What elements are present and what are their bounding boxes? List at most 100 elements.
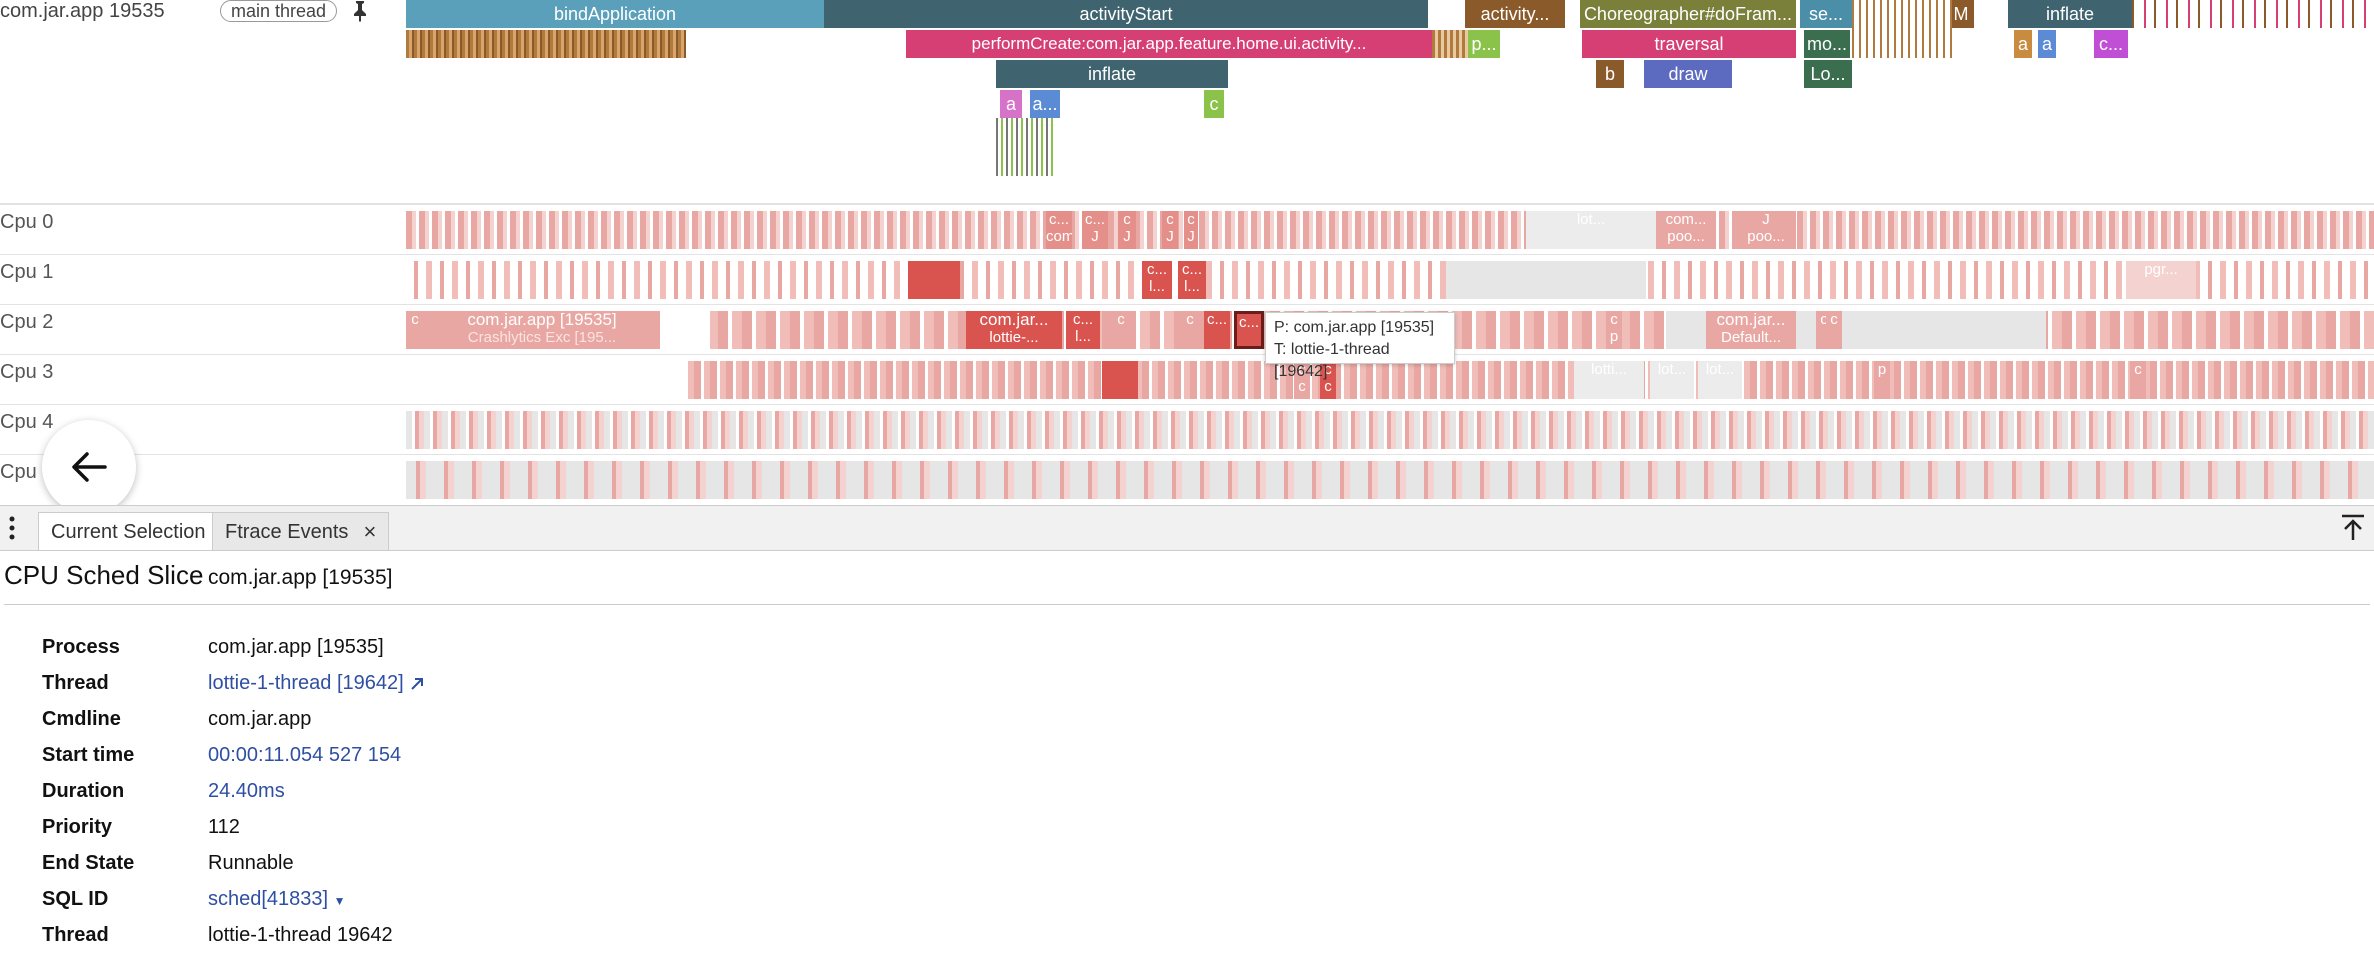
- cpu2-block-c8[interactable]: c: [1826, 311, 1842, 349]
- cpu-row-2: Cpu 2 c com.jar.app [19535] Crashlytics E…: [0, 304, 2374, 355]
- cpu1-block-1[interactable]: c... l...: [1142, 261, 1172, 299]
- cpu-band-4[interactable]: [406, 411, 2374, 449]
- cpu2-block-c2[interactable]: c... l...: [1066, 311, 1100, 349]
- cpu2-block-c3[interactable]: c: [1112, 311, 1130, 349]
- details-tab-bar: Current Selection Ftrace Events ×: [0, 505, 2374, 551]
- detail-key-priority: Priority: [42, 816, 113, 838]
- cpu0-block-2[interactable]: c... J: [1082, 211, 1108, 249]
- cpu3-block-lotti[interactable]: lotti...: [1574, 361, 1644, 399]
- detail-sqlid-dropdown[interactable]: sched[41833] ▼: [208, 888, 346, 911]
- slice-activity[interactable]: activity...: [1465, 0, 1565, 28]
- cpu-label-1: Cpu 1: [0, 261, 54, 283]
- cpu3-text: c: [2134, 361, 2142, 378]
- detail-key-cmdline: Cmdline: [42, 708, 121, 730]
- cpu0-block-1[interactable]: c...com...: [1046, 211, 1072, 249]
- slice-a2[interactable]: a...: [1030, 90, 1060, 118]
- cpu-band-5[interactable]: [406, 461, 2374, 499]
- close-icon[interactable]: ×: [363, 519, 377, 544]
- cpu2-block-main[interactable]: com.jar.app [19535] Crashlytics Exc [195.…: [424, 311, 660, 349]
- slice-inflate[interactable]: inflate: [996, 60, 1228, 88]
- thread-ticks-left: [406, 30, 686, 58]
- slice-c-row4[interactable]: c: [1204, 90, 1224, 118]
- cpu0-text: poo...: [1667, 228, 1705, 245]
- cpu1-block-hot[interactable]: [908, 261, 960, 299]
- slice-b[interactable]: b: [1596, 60, 1624, 88]
- cpu2-text: c: [1186, 311, 1194, 328]
- cpu0-text: com...: [1665, 211, 1707, 228]
- slice-performCreate[interactable]: performCreate:com.jar.app.feature.home.u…: [906, 30, 1432, 58]
- detail-thread-link[interactable]: lottie-1-thread [19642]: [208, 672, 425, 695]
- cpu1-block-2[interactable]: c... l...: [1178, 261, 1206, 299]
- cpu3-block-hot[interactable]: [1102, 361, 1138, 399]
- slice-draw[interactable]: draw: [1644, 60, 1732, 88]
- detail-val-thread: lottie-1-thread [19642]: [208, 672, 404, 694]
- detail-title: CPU Sched Slice: [4, 560, 204, 590]
- cpu2-text: c: [1830, 311, 1838, 328]
- cpu2-block-c4[interactable]: c: [1182, 311, 1198, 349]
- detail-key-thread2: Thread: [42, 924, 109, 946]
- slice-bindApplication[interactable]: bindApplication: [406, 0, 824, 28]
- cpu3-block-c3[interactable]: p: [1874, 361, 1890, 399]
- cpu3-text: c: [1324, 361, 1332, 378]
- tooltip-process: P: com.jar.app [19535]: [1274, 319, 1435, 336]
- more-vert-icon[interactable]: [6, 514, 18, 542]
- detail-val-process: com.jar.app [19535]: [208, 636, 384, 658]
- slice-inflate-right[interactable]: inflate: [2008, 0, 2132, 28]
- cpu2-block-c5[interactable]: c...: [1204, 311, 1230, 349]
- collapse-panel-icon[interactable]: [2340, 514, 2366, 542]
- cpu2-block-comjar2[interactable]: com.jar... Default...: [1706, 311, 1796, 349]
- detail-val-start[interactable]: 00:00:11.054 527 154: [208, 744, 402, 766]
- slice-p[interactable]: p...: [1468, 30, 1500, 58]
- cpu3-block-c4[interactable]: c: [2130, 361, 2146, 399]
- slice-se[interactable]: se...: [1800, 0, 1852, 28]
- slice-Lo[interactable]: Lo...: [1804, 60, 1852, 88]
- detail-val-duration[interactable]: 24.40ms: [208, 780, 285, 802]
- slice-a1[interactable]: a: [1000, 90, 1022, 118]
- cpu3-block-lot1[interactable]: lot...: [1650, 361, 1694, 399]
- slice-M[interactable]: M: [1948, 0, 1974, 28]
- slice-c-r5[interactable]: c...: [2094, 30, 2128, 58]
- slice-mo[interactable]: mo...: [1804, 30, 1850, 58]
- cpu-label-0: Cpu 0: [0, 211, 54, 233]
- pin-icon[interactable]: [350, 0, 370, 22]
- cpu3-text: p: [1877, 361, 1887, 378]
- cpu0-block-6[interactable]: lot...: [1526, 211, 1656, 249]
- detail-val-cmdline: com.jar.app: [208, 708, 312, 730]
- cpu2-block-comjar[interactable]: com.jar... lottie-...: [966, 311, 1062, 349]
- cpu1-text: l...: [1184, 278, 1200, 295]
- slice-activityStart[interactable]: activityStart: [824, 0, 1428, 28]
- cpu2-text: c...: [1072, 311, 1093, 328]
- cpu2-text: c: [1610, 311, 1618, 328]
- cpu2-block-c[interactable]: c: [406, 311, 424, 349]
- cpu1-block-gray[interactable]: [1446, 261, 1646, 299]
- cpu-band-1[interactable]: c... l... c... l... pgr...: [406, 261, 2374, 299]
- back-button[interactable]: [42, 420, 136, 514]
- slice-choreographer[interactable]: Choreographer#doFram...: [1580, 0, 1796, 28]
- cpu2-text: l...: [1075, 328, 1091, 345]
- cpu2-text: com.jar...: [979, 311, 1049, 329]
- cpu-band-0[interactable]: c...com... c...J cJ cJ cJ lot... com...p…: [406, 211, 2374, 249]
- arrow-left-icon: [72, 452, 107, 482]
- cpu0-block-7[interactable]: com... poo...: [1656, 211, 1716, 249]
- tab-current-selection[interactable]: Current Selection: [38, 512, 219, 550]
- tooltip-thread: T: lottie-1-thread [19642]: [1274, 341, 1390, 380]
- slice-a3[interactable]: a: [2014, 30, 2032, 58]
- cpu2-text: c: [1820, 311, 1828, 328]
- tab-ftrace-events[interactable]: Ftrace Events ×: [212, 512, 390, 550]
- cpu-label-2: Cpu 2: [0, 311, 54, 333]
- cpu1-block-pgr[interactable]: pgr...: [2126, 261, 2196, 299]
- cpu3-block-lot2[interactable]: lot...: [1698, 361, 1742, 399]
- slice-traversal[interactable]: traversal: [1582, 30, 1796, 58]
- tab-ftrace-label: Ftrace Events: [225, 521, 349, 543]
- slice-a4[interactable]: a: [2038, 30, 2056, 58]
- cpu2-block-selected[interactable]: c...: [1234, 311, 1264, 349]
